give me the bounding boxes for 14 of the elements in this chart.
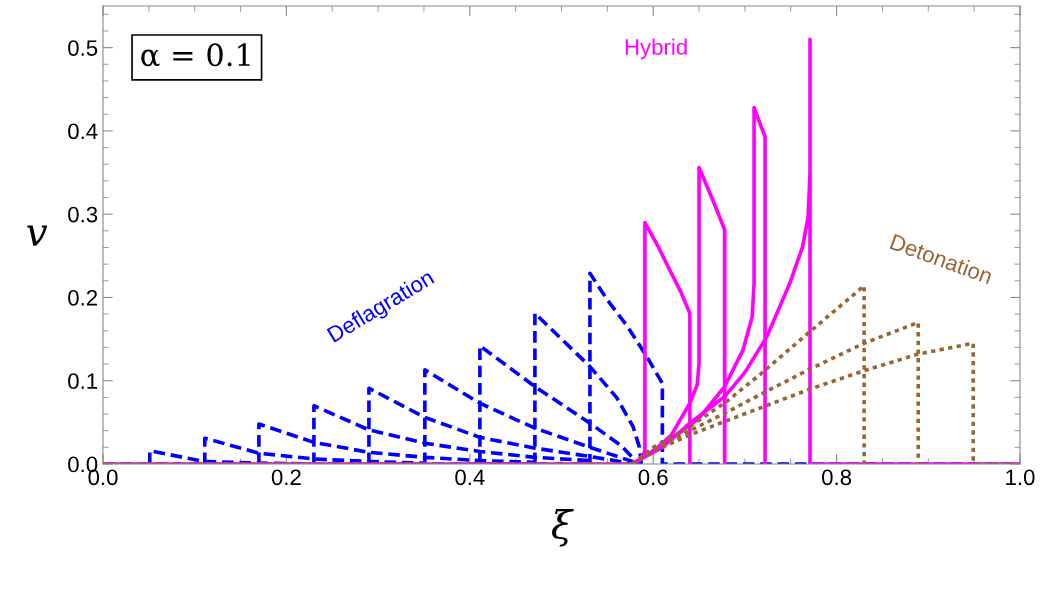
x-tick-label: 0.6: [638, 469, 668, 486]
x-tick-label: 0.8: [822, 469, 852, 486]
x-tick-label: 0.2: [271, 469, 301, 486]
y-tick-label: 0.4: [68, 123, 98, 140]
x-tick-label: 1.0: [1006, 469, 1035, 486]
y-tick-label: 0.1: [68, 373, 98, 389]
y-tick-label: 0.5: [68, 40, 98, 56]
x-tick-label: 0.4: [455, 469, 485, 486]
y-tick-label: 0.3: [68, 206, 98, 223]
y-tick-label: 0.2: [68, 289, 98, 306]
text: Hybrid: [625, 38, 687, 60]
x-axis-title: ξ: [551, 509, 574, 547]
y-axis-title: v: [27, 225, 48, 246]
annotation: α = 0.1: [141, 43, 250, 67]
